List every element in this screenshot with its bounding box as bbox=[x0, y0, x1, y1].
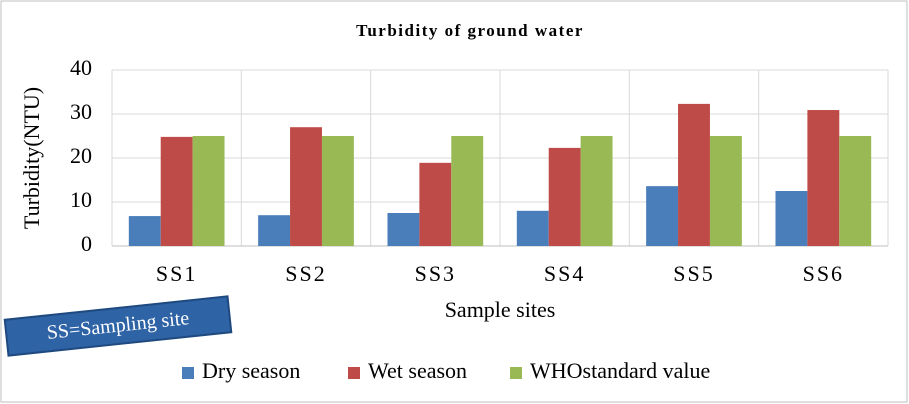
bar bbox=[807, 110, 840, 246]
bar bbox=[678, 103, 710, 246]
bar bbox=[451, 136, 484, 246]
y-tick-label: 20 bbox=[70, 143, 92, 168]
x-tick-label: SS4 bbox=[544, 261, 585, 286]
legend-swatch bbox=[348, 367, 360, 379]
annotation-background bbox=[3, 295, 233, 357]
bar bbox=[516, 210, 549, 246]
legend-swatch bbox=[510, 367, 522, 379]
x-axis-label: Sample sites bbox=[445, 297, 556, 322]
y-tick-label: 10 bbox=[70, 187, 92, 212]
bar bbox=[192, 136, 225, 246]
bar bbox=[160, 136, 193, 246]
bar bbox=[258, 215, 291, 246]
y-tick-label: 40 bbox=[70, 55, 92, 80]
x-tick-label: SS6 bbox=[803, 261, 844, 286]
bar bbox=[775, 191, 808, 246]
bar bbox=[290, 127, 322, 246]
annotation-box: SS=Sampling site bbox=[3, 295, 233, 357]
x-tick-label: SS1 bbox=[156, 261, 197, 286]
y-tick-label: 30 bbox=[70, 99, 92, 124]
x-tick-label: SS5 bbox=[673, 261, 714, 286]
legend-label: Dry season bbox=[202, 358, 300, 383]
bar bbox=[580, 136, 613, 246]
y-axis-label: Turbidity(NTU) bbox=[19, 87, 44, 229]
bar bbox=[387, 213, 420, 246]
bar bbox=[839, 136, 872, 246]
chart-title: Turbidity of ground water bbox=[356, 21, 584, 40]
y-tick-label: 0 bbox=[81, 231, 92, 256]
x-tick-label: SS2 bbox=[285, 261, 326, 286]
bar bbox=[321, 136, 354, 246]
legend-label: WHOstandard value bbox=[530, 358, 710, 383]
x-tick-label: SS3 bbox=[415, 261, 456, 286]
legend-label: Wet season bbox=[368, 358, 467, 383]
bar bbox=[548, 147, 581, 246]
bar bbox=[128, 216, 161, 246]
bar bbox=[709, 136, 742, 246]
legend-swatch bbox=[182, 367, 194, 379]
bar bbox=[419, 162, 452, 246]
bar bbox=[646, 186, 679, 246]
